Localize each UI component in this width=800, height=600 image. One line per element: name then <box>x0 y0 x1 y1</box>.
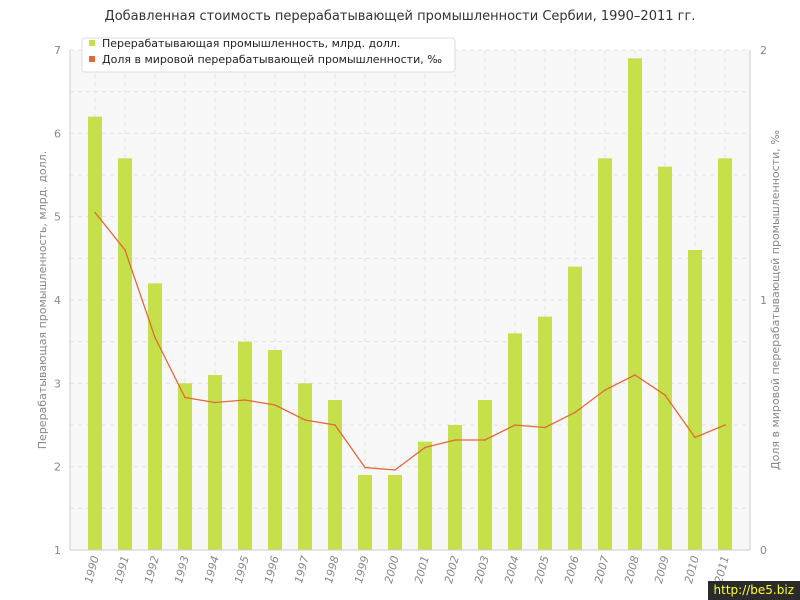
bar-1993 <box>178 383 192 550</box>
y-tick-left-4: 4 <box>54 294 61 307</box>
bar-1998 <box>328 400 342 550</box>
x-tick-1992: 1992 <box>142 554 162 584</box>
bar-2011 <box>718 158 732 551</box>
legend-label-line: Доля в мировой перерабатывающей промышле… <box>102 53 442 66</box>
bar-2005 <box>538 316 552 550</box>
line-point-1991 <box>124 249 126 251</box>
y-tick-right-2: 2 <box>760 44 767 57</box>
x-tick-2008: 2008 <box>622 554 642 584</box>
y-ticks-left: 1 2 3 4 5 6 7 <box>54 44 61 557</box>
y-ticks-right: 0 1 2 <box>760 44 767 557</box>
bar-2004 <box>508 333 522 550</box>
legend: Перерабатывающая промышленность, млрд. д… <box>81 37 456 73</box>
x-tick-1991: 1991 <box>112 554 132 584</box>
line-point-2001 <box>424 446 426 449</box>
x-tick-2000: 2000 <box>382 554 402 584</box>
x-tick-2010: 2010 <box>682 554 702 584</box>
bar-1994 <box>208 375 222 550</box>
x-tick-2001: 2001 <box>412 554 432 584</box>
y-tick-left-1: 1 <box>54 544 61 557</box>
x-tick-2004: 2004 <box>502 554 522 584</box>
x-tick-1999: 1999 <box>352 554 372 584</box>
y-axis-label-left: Перерабатывающая промышленность, млрд. д… <box>36 151 49 449</box>
line-point-2011 <box>724 424 726 426</box>
y-tick-left-7: 7 <box>54 44 61 57</box>
bar-2006 <box>568 266 582 550</box>
x-tick-2007: 2007 <box>592 554 612 584</box>
x-tick-2005: 2005 <box>532 554 552 584</box>
bar-1990 <box>88 116 102 551</box>
y-tick-right-0: 0 <box>760 544 767 557</box>
bar-1995 <box>238 341 252 550</box>
bar-2003 <box>478 400 492 550</box>
bar-2002 <box>448 425 462 550</box>
y-tick-left-2: 2 <box>54 461 61 474</box>
legend-box <box>81 37 456 73</box>
bar-1996 <box>268 350 282 550</box>
bar-1999 <box>358 475 372 550</box>
line-point-1999 <box>364 466 366 469</box>
legend-label-bars: Перерабатывающая промышленность, млрд. д… <box>102 37 400 50</box>
x-tick-1995: 1995 <box>232 554 252 584</box>
bar-2010 <box>688 250 702 550</box>
x-tick-2009: 2009 <box>652 554 672 584</box>
x-tick-1993: 1993 <box>172 554 192 584</box>
bar-2009 <box>658 166 672 550</box>
chart-title: Добавленная стоимость перерабатывающей п… <box>104 9 696 24</box>
line-point-1996 <box>274 404 276 406</box>
x-tick-1990: 1990 <box>82 554 102 584</box>
line-point-1997 <box>304 419 306 421</box>
line-point-2007 <box>604 389 606 391</box>
y-tick-left-6: 6 <box>54 127 61 140</box>
line-point-2008 <box>634 374 636 376</box>
x-tick-2003: 2003 <box>472 554 492 584</box>
bar-2007 <box>598 158 612 551</box>
legend-marker-bars <box>89 40 95 46</box>
line-series-path <box>94 212 726 471</box>
x-ticks: 1990 1991 1992 1993 1994 1995 1996 1997 1998 1999… <box>82 554 732 584</box>
line-point-1994 <box>214 401 216 404</box>
x-tick-1997: 1997 <box>292 554 312 584</box>
x-tick-1998: 1998 <box>322 554 342 584</box>
line-point-1995 <box>244 399 246 401</box>
x-tick-2002: 2002 <box>442 554 462 584</box>
line-point-2004 <box>514 424 516 426</box>
line-point-2005 <box>544 426 546 429</box>
line-point-2010 <box>694 436 696 439</box>
bar-2008 <box>628 58 642 550</box>
line-point-1993 <box>184 396 186 399</box>
y-axis-label-right: Доля в мировой перерабатывающей промышле… <box>769 130 782 470</box>
bars <box>88 58 732 551</box>
line-point-2000 <box>394 469 396 471</box>
bar-1997 <box>298 383 312 550</box>
line-point-1998 <box>334 424 336 426</box>
line-series <box>94 211 726 471</box>
line-point-1990 <box>94 211 96 214</box>
y-tick-left-3: 3 <box>54 377 61 390</box>
bar-1992 <box>148 283 162 550</box>
y-tick-right-1: 1 <box>760 294 767 307</box>
line-point-2009 <box>664 394 666 396</box>
x-tick-1994: 1994 <box>202 554 222 584</box>
line-point-2006 <box>574 411 576 414</box>
bar-2000 <box>388 475 402 550</box>
x-tick-1996: 1996 <box>262 554 282 584</box>
bar-2001 <box>418 441 432 550</box>
line-point-2003 <box>484 439 486 441</box>
bar-1991 <box>118 158 132 551</box>
line-point-2002 <box>454 439 456 441</box>
watermark-link[interactable]: http://be5.biz <box>707 581 800 600</box>
x-tick-2006: 2006 <box>562 554 582 584</box>
legend-marker-line <box>89 56 95 62</box>
y-tick-left-5: 5 <box>54 211 61 224</box>
line-point-1992 <box>154 336 156 339</box>
